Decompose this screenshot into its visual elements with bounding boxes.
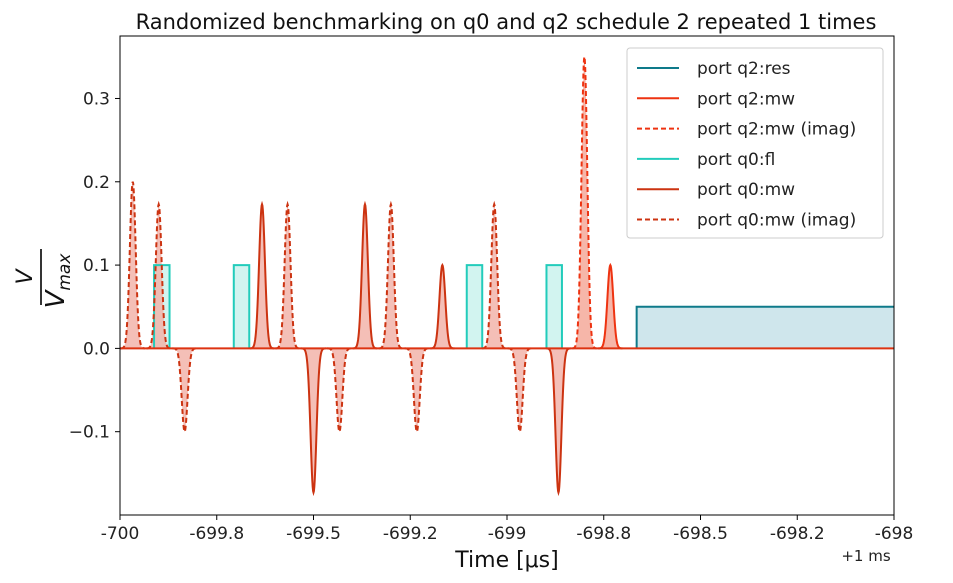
port-q0-mw-pulse-fill <box>249 204 275 349</box>
port-q0-mw-pulse-fill <box>352 204 378 349</box>
y-axis-label: V Vmax <box>13 249 75 308</box>
port-q2-mw-imag--pulse <box>572 56 597 350</box>
y-tick-label: 0.3 <box>83 89 110 109</box>
port-q0-mw-imag--pulse <box>378 200 404 350</box>
legend: port q2:res port q2:mw port q2:mw (imag) po… <box>626 47 884 239</box>
port-q0-fl-pulse-fill <box>233 265 250 349</box>
port-q0-mw-imag--pulse-fill <box>482 204 507 349</box>
pulse-lines <box>120 56 894 497</box>
port-q0-mw-imag--pulse <box>481 200 507 350</box>
port-q0-mw-imag--pulse <box>404 347 430 434</box>
port-q0-mw-imag--pulse <box>172 347 197 434</box>
y-tick-label: 0.0 <box>83 339 110 359</box>
y-axis-label-denominator: Vmax <box>41 253 75 309</box>
y-tick-label: 0.1 <box>83 256 110 276</box>
port-q2-mw-pulse-fill <box>598 265 623 349</box>
port-q0-fl-pulse <box>545 264 563 349</box>
port-q0-fl-pulse <box>232 264 251 349</box>
x-tick-label: -699.2 <box>383 524 438 544</box>
y-tick-label: −0.1 <box>69 423 110 443</box>
x-tick-label: -699.5 <box>286 524 341 544</box>
x-axis-ticks: -700 -699.8 -699.5 -699.2 -699 -698.8 -698.5 -6… <box>101 515 914 544</box>
port-q0-fl-pulse-fill <box>466 265 483 349</box>
legend-label: port q0:mw (imag) <box>697 211 856 231</box>
x-axis-label: Time [μs] <box>454 548 558 573</box>
port-q0-mw-imag--pulse-fill <box>507 348 532 432</box>
port-q0-mw-imag--pulse-fill <box>146 204 171 349</box>
port-q0-mw-imag--pulse <box>327 347 352 434</box>
port-q0-mw-imag--pulse-fill <box>120 181 145 349</box>
legend-label: port q2:mw (imag) <box>697 120 856 140</box>
port-q0-mw-imag--pulse <box>120 181 146 350</box>
y-tick-label: 0.2 <box>83 173 110 193</box>
port-q0-mw-imag--pulse-fill <box>172 348 197 432</box>
plot-area <box>120 56 894 497</box>
legend-label: port q0:mw <box>697 180 795 200</box>
pulse-fills <box>120 56 894 493</box>
port-q0-mw-imag--pulse <box>507 347 532 434</box>
port-q0-mw-pulse-fill <box>430 265 455 349</box>
port-q0-fl-pulse <box>465 264 484 349</box>
port-q0-mw-pulse <box>249 200 275 350</box>
port-q2-mw-imag--pulse-fill <box>572 56 597 349</box>
port-q0-mw-pulse-fill <box>546 348 571 493</box>
legend-label: port q2:mw <box>697 89 795 109</box>
x-tick-label: -699.8 <box>189 524 244 544</box>
port-q2-res-pulse <box>635 305 894 349</box>
port-q0-mw-pulse <box>430 262 455 350</box>
x-tick-label: -700 <box>101 524 140 544</box>
x-tick-label: -698.5 <box>673 524 728 544</box>
chart-title: Randomized benchmarking on q0 and q2 sch… <box>136 10 877 34</box>
port-q0-mw-pulse <box>301 347 326 497</box>
x-tick-label: -698.2 <box>770 524 825 544</box>
legend-box <box>626 47 884 239</box>
x-axis-offset-label: +1 ms <box>841 547 890 565</box>
port-q2-res-pulse-fill <box>636 306 894 349</box>
x-tick-label: -698 <box>875 524 914 544</box>
legend-label: port q0:fl <box>697 150 775 170</box>
port-q2-mw-pulse <box>598 262 623 350</box>
port-q0-mw-imag--pulse <box>146 200 171 350</box>
port-q0-mw-imag--pulse-fill <box>275 204 300 349</box>
port-q0-mw-imag--pulse-fill <box>404 348 430 432</box>
x-tick-label: -698.8 <box>576 524 631 544</box>
x-tick-label: -699 <box>488 524 527 544</box>
port-q0-mw-pulse <box>352 200 378 350</box>
port-q0-mw-pulse <box>546 347 571 497</box>
port-q0-mw-imag--pulse-fill <box>327 348 352 432</box>
y-axis-label-numerator: V <box>13 268 38 285</box>
port-q0-fl-pulse-fill <box>546 265 562 349</box>
y-axis-ticks: −0.1 0.0 0.1 0.2 0.3 <box>69 89 120 443</box>
legend-label: port q2:res <box>697 59 791 79</box>
port-q0-mw-imag--pulse-fill <box>378 204 404 349</box>
port-q0-mw-imag--pulse <box>275 200 300 350</box>
port-q0-mw-pulse-fill <box>301 348 326 493</box>
